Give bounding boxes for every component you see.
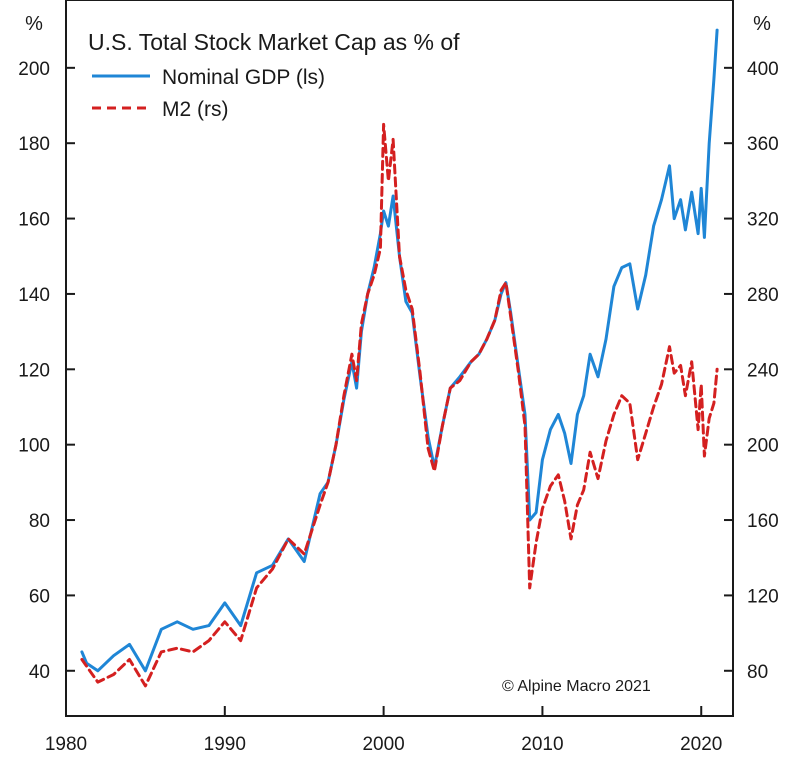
x-axis-ticks: 1980 1990 2000 2010 2020 — [45, 706, 722, 755]
right-tick-label: 240 — [747, 360, 779, 381]
right-tick-label: 360 — [747, 134, 779, 155]
x-tick-label: 2000 — [362, 734, 404, 755]
x-tick-label: 2020 — [680, 734, 722, 755]
legend: Nominal GDP (ls) M2 (rs) — [92, 66, 325, 121]
right-axis-ticks: 80 120 160 200 240 280 320 360 400 — [724, 59, 779, 683]
right-axis-unit: % — [753, 13, 771, 35]
left-tick-label: 60 — [29, 586, 50, 607]
series-layer — [80, 28, 719, 688]
credit-text: © Alpine Macro 2021 — [502, 678, 651, 695]
chart-title: U.S. Total Stock Market Cap as % of — [88, 29, 460, 55]
legend-label-m2: M2 (rs) — [162, 98, 229, 121]
left-tick-label: 40 — [29, 662, 50, 683]
x-tick-label: 1990 — [204, 734, 246, 755]
right-tick-label: 80 — [747, 662, 768, 683]
left-tick-label: 80 — [29, 511, 50, 532]
left-tick-label: 200 — [18, 59, 50, 80]
right-tick-label: 320 — [747, 210, 779, 231]
right-tick-label: 200 — [747, 436, 779, 457]
left-tick-label: 120 — [18, 360, 50, 381]
left-axis-unit: % — [25, 13, 43, 35]
right-tick-label: 280 — [747, 285, 779, 306]
left-tick-label: 160 — [18, 210, 50, 231]
left-tick-label: 100 — [18, 436, 50, 457]
left-axis-ticks: 40 60 80 100 120 140 160 180 200 — [18, 59, 75, 683]
series-line-m2 — [80, 122, 719, 688]
right-tick-label: 160 — [747, 511, 779, 532]
x-tick-label: 1980 — [45, 734, 87, 755]
x-tick-label: 2010 — [521, 734, 563, 755]
legend-label-gdp: Nominal GDP (ls) — [162, 66, 325, 89]
left-tick-label: 180 — [18, 134, 50, 155]
right-tick-label: 400 — [747, 59, 779, 80]
left-tick-label: 140 — [18, 285, 50, 306]
plot-frame — [65, 0, 734, 717]
right-tick-label: 120 — [747, 586, 779, 607]
series-line-nominal-gdp — [80, 28, 719, 673]
